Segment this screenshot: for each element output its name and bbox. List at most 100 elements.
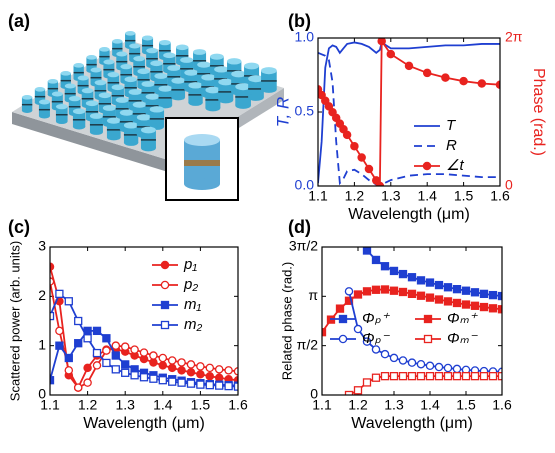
pillar — [188, 85, 203, 103]
y-tick-label: 0.5 — [295, 103, 315, 119]
x-tick-label: 1.1 — [40, 397, 60, 413]
marker — [342, 130, 352, 140]
pillar — [171, 80, 186, 98]
legend-label: p₂ — [183, 276, 198, 293]
marker — [422, 68, 432, 78]
marker — [497, 305, 502, 314]
marker — [215, 381, 224, 390]
pillar-top — [111, 84, 124, 91]
pillar-top — [193, 49, 207, 55]
legend-marker — [423, 334, 433, 344]
plot-frame — [317, 37, 501, 187]
x-tick-label: 1.2 — [78, 397, 98, 413]
pillar — [261, 70, 277, 90]
pillar-top — [231, 70, 247, 78]
marker — [479, 289, 489, 299]
legend-label: Φₚ⁻ — [362, 330, 390, 347]
marker — [371, 255, 381, 265]
pillar-bottom — [21, 108, 33, 113]
panel-a-illustration — [12, 31, 284, 201]
marker — [55, 326, 64, 336]
marker — [407, 289, 417, 299]
marker — [353, 324, 363, 334]
x-axis-label: Wavelength (μm) — [351, 415, 473, 432]
legend-label: m₂ — [184, 316, 202, 333]
marker — [74, 316, 83, 326]
pillar-top — [124, 76, 137, 83]
legend-marker — [160, 320, 170, 330]
marker — [434, 372, 444, 381]
marker — [479, 302, 489, 312]
marker — [362, 287, 372, 296]
y-tick-label: 1.0 — [295, 29, 315, 45]
marker — [344, 390, 354, 395]
marker — [389, 353, 399, 363]
pillar-top — [47, 79, 59, 84]
legend-marker — [422, 161, 432, 171]
y-axis-label: Scattered power (arb. units) — [7, 241, 22, 401]
pillar — [248, 78, 264, 98]
marker — [64, 366, 74, 375]
pillar-top — [128, 89, 142, 95]
pillar-top — [201, 74, 216, 81]
marker — [416, 291, 426, 300]
marker — [214, 365, 224, 374]
marker — [497, 372, 502, 381]
pillar-top — [120, 64, 133, 70]
y-tick-label: 0.0 — [295, 177, 315, 193]
panel-label: (c) — [8, 217, 30, 237]
y-tick-label: 0 — [38, 386, 46, 402]
marker — [459, 76, 468, 86]
pillar-top — [235, 83, 251, 91]
marker — [167, 356, 177, 365]
marker — [205, 372, 215, 381]
marker — [452, 372, 462, 381]
marker — [353, 386, 363, 395]
pillar-top — [154, 73, 168, 79]
marker — [443, 372, 453, 381]
marker — [477, 79, 487, 88]
marker — [371, 345, 381, 354]
marker — [371, 285, 381, 294]
series-line — [318, 40, 500, 184]
pillar-bottom — [158, 102, 173, 109]
pillar-bottom — [89, 129, 103, 135]
pillar-top — [141, 81, 155, 87]
marker — [461, 372, 471, 381]
pillar-top — [123, 122, 139, 129]
marker — [121, 360, 130, 369]
pillar-top — [81, 88, 94, 94]
marker — [443, 297, 453, 306]
marker — [233, 382, 238, 391]
pillar-top — [115, 97, 129, 103]
pillar-top — [158, 85, 173, 92]
pillar-top — [140, 126, 156, 134]
x-tick-label: 1.2 — [345, 188, 365, 204]
legend-marker — [338, 314, 348, 324]
pillar-top — [167, 65, 181, 71]
pillar-top — [112, 39, 123, 44]
marker — [205, 363, 215, 373]
legend-label: T — [446, 117, 457, 134]
marker — [434, 362, 444, 372]
marker — [111, 351, 120, 360]
pillar-top — [218, 78, 234, 86]
pillar-top — [94, 80, 107, 86]
marker — [452, 364, 462, 374]
x-tick-label: 1.1 — [308, 188, 328, 204]
marker — [364, 164, 374, 174]
marker — [371, 373, 381, 382]
pillar-bottom — [72, 123, 86, 130]
x-tick-label: 1.1 — [312, 397, 332, 413]
pillar-top — [119, 109, 134, 116]
pillar — [72, 111, 86, 127]
y-axis-label: Related phase (rad.) — [279, 262, 294, 381]
pillar-top — [73, 63, 84, 68]
pillar-bottom — [235, 101, 251, 109]
pillar-top — [163, 52, 176, 59]
y-tick-label: 3π/2 — [289, 238, 318, 254]
marker — [64, 297, 73, 306]
x-tick-label: 1.4 — [420, 397, 440, 413]
y-tick-label: 3 — [38, 238, 46, 254]
